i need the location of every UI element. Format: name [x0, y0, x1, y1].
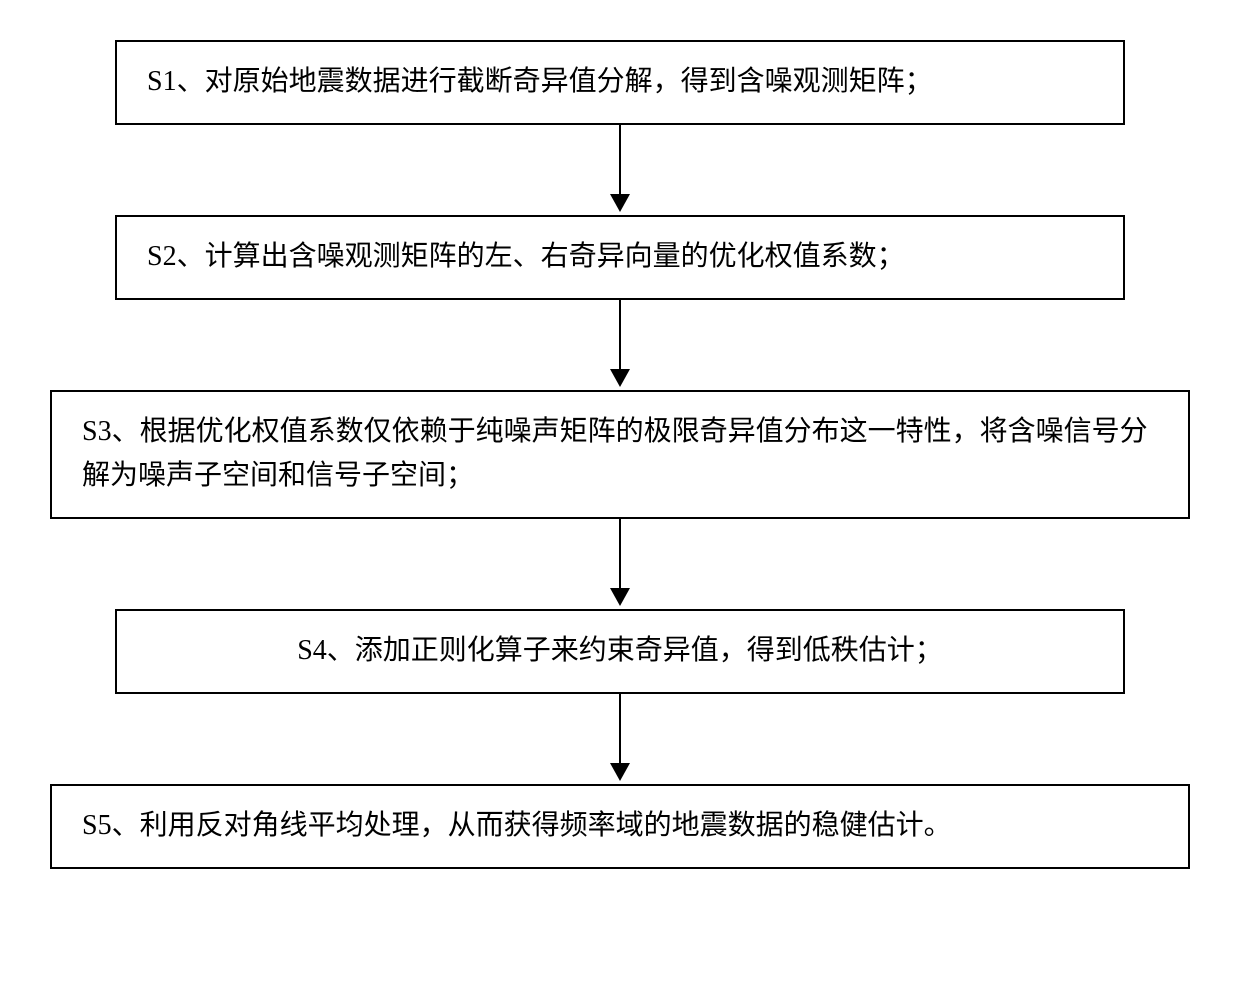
arrow-head-icon	[610, 763, 630, 781]
arrow-head-icon	[610, 369, 630, 387]
arrow-line	[619, 519, 621, 589]
arrow-line	[619, 125, 621, 195]
arrow-head-icon	[610, 194, 630, 212]
node-text: S5、利用反对角线平均处理，从而获得频率域的地震数据的稳健估计。	[82, 804, 952, 849]
flowchart-arrow	[610, 694, 630, 784]
flowchart-node-s5: S5、利用反对角线平均处理，从而获得频率域的地震数据的稳健估计。	[50, 784, 1190, 869]
arrow-line	[619, 300, 621, 370]
flowchart-node-s2: S2、计算出含噪观测矩阵的左、右奇异向量的优化权值系数；	[115, 215, 1125, 300]
node-text: S2、计算出含噪观测矩阵的左、右奇异向量的优化权值系数；	[147, 235, 905, 280]
flowchart-node-s3: S3、根据优化权值系数仅依赖于纯噪声矩阵的极限奇异值分布这一特性，将含噪信号分解…	[50, 390, 1190, 520]
flowchart-container: S1、对原始地震数据进行截断奇异值分解，得到含噪观测矩阵； S2、计算出含噪观测…	[50, 40, 1190, 869]
flowchart-arrow	[610, 125, 630, 215]
flowchart-arrow	[610, 300, 630, 390]
flowchart-node-s4: S4、添加正则化算子来约束奇异值，得到低秩估计；	[115, 609, 1125, 694]
node-text: S3、根据优化权值系数仅依赖于纯噪声矩阵的极限奇异值分布这一特性，将含噪信号分解…	[82, 410, 1158, 500]
arrow-line	[619, 694, 621, 764]
node-text: S1、对原始地震数据进行截断奇异值分解，得到含噪观测矩阵；	[147, 60, 933, 105]
flowchart-node-s1: S1、对原始地震数据进行截断奇异值分解，得到含噪观测矩阵；	[115, 40, 1125, 125]
node-text: S4、添加正则化算子来约束奇异值，得到低秩估计；	[297, 629, 943, 674]
arrow-head-icon	[610, 588, 630, 606]
flowchart-arrow	[610, 519, 630, 609]
